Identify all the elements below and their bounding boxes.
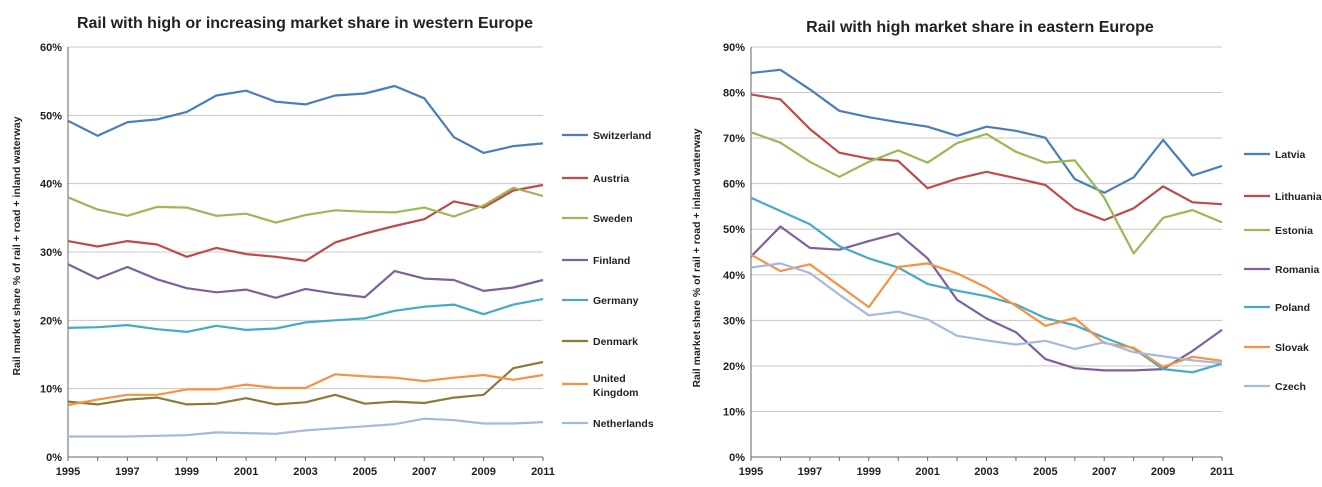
y-tick-label: 80% [723,88,745,100]
legend-entry: Slovak [1275,342,1309,354]
series-line-latvia [750,68,1223,194]
y-tick-label: 10% [723,406,745,418]
legend-entry: Czech [1275,381,1306,393]
chart-title: Rail with high or increasing market shar… [77,15,533,32]
y-tick-label: 40% [40,179,62,191]
series-line-finland [67,263,544,299]
series-line-poland [750,196,1223,374]
y-tick-label: 90% [723,42,745,54]
y-tick-label: 10% [40,384,62,396]
series-line-czech [750,262,1223,365]
y-tick-label: 50% [723,224,745,236]
chart-title: Rail with high market share in eastern E… [806,19,1154,36]
legend-entry: Finland [593,255,630,267]
series-line-denmark [67,360,544,406]
y-tick-label: 20% [723,361,745,373]
x-tick-label: 2001 [915,466,939,478]
series-line-austria [67,183,544,262]
series-line-romania [750,225,1223,372]
legend-entry: Latvia [1275,149,1306,161]
x-tick-label: 2003 [974,466,998,478]
series-line-netherlands [68,417,544,438]
y-tick-label: 30% [723,315,745,327]
x-tick-label: 2007 [1092,466,1116,478]
legend-entry: United Kingdom [593,373,639,399]
y-axis-label: Rail market share % of rail + road + inl… [11,116,23,375]
x-tick-label: 1997 [115,466,139,478]
y-tick-label: 30% [40,247,62,259]
y-tick-label: 60% [723,179,745,191]
legend-entry: Switzerland [593,130,651,142]
x-tick-label: 2009 [1151,466,1175,478]
series-line-germany [67,298,544,333]
y-tick-label: 20% [40,315,62,327]
chart-eastern-europe: Rail with high market share in eastern E… [691,19,1322,478]
legend-entry: Romania [1275,264,1320,276]
series-line-lithuania [750,93,1223,222]
legend-entry: Lithuania [1275,191,1322,203]
y-tick-label: 40% [723,270,745,282]
x-tick-label: 1999 [857,466,881,478]
chart-western-europe: Rail with high or increasing market shar… [11,15,654,478]
y-tick-label: 0% [729,452,745,464]
x-tick-label: 2011 [531,466,555,478]
x-tick-label: 1999 [175,466,199,478]
series-line-slovak [750,253,1223,368]
y-tick-label: 0% [46,452,62,464]
x-tick-label: 1997 [798,466,822,478]
y-axis-label: Rail market share % of rail + road + inl… [691,128,703,387]
x-tick-label: 2003 [293,466,317,478]
series-line-switzerland [67,84,544,154]
legend-entry: Austria [593,173,629,185]
x-tick-label: 1995 [739,466,763,478]
x-tick-label: 2009 [471,466,495,478]
legend-entry: Sweden [593,213,633,225]
series-line-united-kingdom [67,373,544,407]
x-tick-label: 2011 [1210,466,1234,478]
y-tick-label: 50% [40,110,62,122]
x-tick-label: 2007 [412,466,436,478]
legend-entry: Poland [1275,302,1310,314]
y-tick-label: 60% [40,42,62,54]
series-line-estonia [750,131,1223,255]
x-tick-label: 2001 [234,466,258,478]
legend-entry: Germany [593,295,639,307]
legend-entry: Estonia [1275,225,1313,237]
x-tick-label: 2005 [1033,466,1057,478]
legend-entry: Denmark [593,336,638,348]
series-line-sweden [67,186,544,224]
legend-entry: Netherlands [593,418,654,430]
y-tick-label: 70% [723,133,745,145]
x-tick-label: 1995 [56,466,80,478]
x-tick-label: 2005 [353,466,377,478]
